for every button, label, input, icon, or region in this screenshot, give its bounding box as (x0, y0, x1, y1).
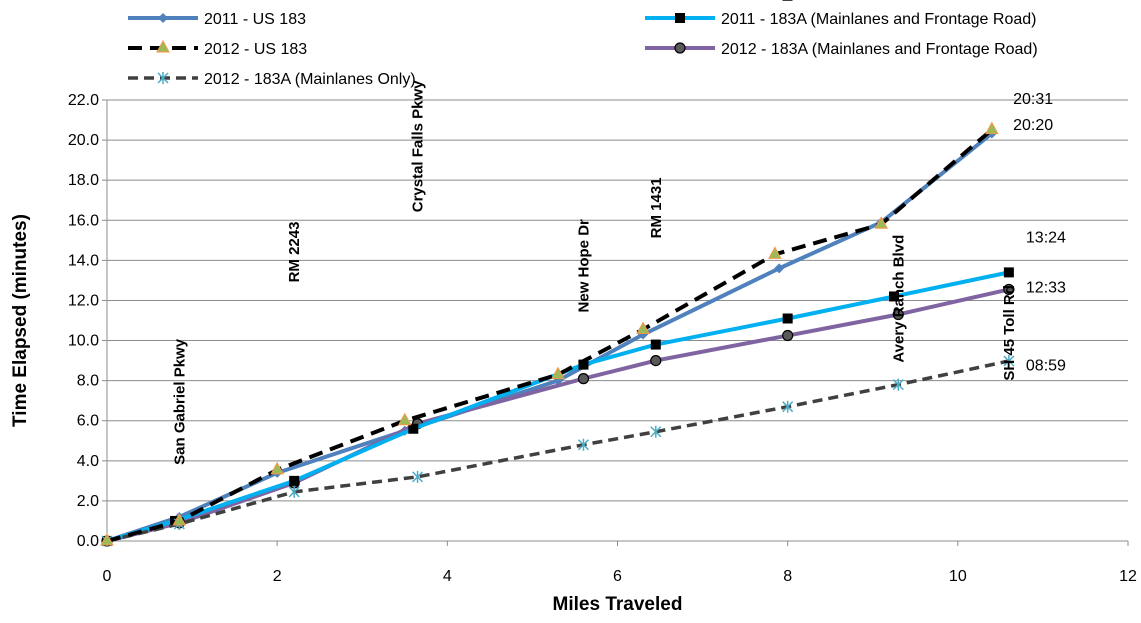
x-axis-title: Miles Traveled (553, 594, 683, 615)
data-point (774, 263, 785, 274)
series-line (106, 128, 994, 543)
y-tick-label: 0.0 (77, 533, 99, 550)
y-tick-label: 16.0 (68, 212, 99, 229)
y-tick-label: 12.0 (68, 292, 99, 309)
data-point (892, 378, 904, 391)
end-time-label: 20:31 (1013, 91, 1053, 108)
data-point (577, 438, 589, 451)
legend-swatch-marker (157, 72, 169, 84)
legend-swatch-marker (156, 39, 170, 53)
grid-lines (102, 99, 1128, 542)
series-line (106, 131, 994, 543)
data-point (636, 321, 650, 335)
series-group (100, 121, 1015, 547)
data-point (397, 412, 412, 426)
data-point (892, 308, 904, 321)
axes (106, 100, 1129, 546)
y-tick-label: 8.0 (77, 373, 99, 390)
legend-swatch-marker (158, 13, 168, 23)
y-tick-label: 10.0 (68, 333, 99, 350)
data-point (889, 291, 900, 302)
series-line (106, 287, 1010, 543)
data-point (412, 470, 424, 483)
legend-label: 2011 - 183A (Mainlanes and Frontage Road… (721, 11, 1036, 28)
data-point (270, 461, 285, 475)
legend-item: 2011 - US 183 (128, 11, 306, 28)
data-point (1003, 267, 1014, 278)
data-point (577, 373, 590, 385)
data-point (578, 359, 589, 370)
x-tick-labels: 0 2 4 6 8 10 12 (103, 568, 1137, 585)
end-time-label: 12:33 (1026, 279, 1066, 296)
data-point (551, 366, 565, 380)
location-label: San Gabriel Pkwy (171, 338, 188, 465)
x-tick-label: 10 (949, 568, 967, 585)
x-tick-label: 4 (443, 568, 452, 585)
location-labels: San Gabriel Pkwy RM 2243 Crystal Falls Pkw… (171, 0, 1018, 465)
data-point (650, 425, 662, 438)
y-axis-title: Time Elapsed (minutes) (10, 214, 31, 427)
y-tick-label: 22.0 (68, 92, 99, 109)
data-point (289, 475, 300, 486)
y-tick-label: 2.0 (77, 493, 99, 510)
legend-label: 2012 - 183A (Mainlanes and Frontage Road… (721, 41, 1038, 58)
data-point (408, 423, 419, 434)
legend-label: 2012 - 183A (Mainlanes Only) (204, 71, 416, 88)
series-0 (102, 128, 997, 546)
data-point (985, 121, 999, 135)
data-point (100, 532, 114, 546)
legend-label: 2012 - US 183 (204, 41, 307, 58)
legend-item: 2012 - 183A (Mainlanes Only) (128, 71, 416, 88)
location-label: RM 2243 (286, 222, 303, 283)
end-time-labels: 20:31 20:20 13:24 12:33 08:59 (1013, 91, 1066, 375)
data-point (288, 485, 300, 498)
x-tick-label: 8 (783, 568, 792, 585)
y-tick-label: 20.0 (68, 132, 99, 149)
location-label: New Hope Dr (575, 219, 592, 313)
location-label: SH 45 Toll Rd (1001, 285, 1018, 381)
end-time-label: 20:20 (1013, 117, 1053, 134)
location-label: Crystal Falls Pkwy (410, 80, 427, 212)
data-point (782, 329, 794, 342)
data-point (768, 246, 782, 259)
data-point (782, 313, 793, 324)
legend-swatch-marker (674, 42, 686, 54)
x-tick-label: 0 (103, 568, 112, 585)
data-point (650, 354, 662, 367)
legend-item: 2012 - 183A (Mainlanes and Frontage Road… (645, 41, 1038, 58)
series-2 (100, 121, 999, 546)
y-tick-label: 6.0 (77, 413, 99, 430)
data-point (874, 216, 889, 229)
data-point (782, 400, 794, 413)
end-time-label: 08:59 (1026, 358, 1066, 375)
y-tick-label: 4.0 (77, 453, 99, 470)
legend-item: 2012 - US 183 (128, 39, 307, 58)
end-time-label: 13:24 (1026, 229, 1066, 246)
data-point (1003, 283, 1015, 296)
data-point (1003, 354, 1015, 367)
legend-item: 2011 - 183A (Mainlanes and Frontage Road… (645, 11, 1036, 28)
y-tick-label: 18.0 (68, 172, 99, 189)
location-label: Avery Ranch Blvd (890, 235, 907, 363)
location-label: RM 1431 (648, 177, 665, 238)
x-tick-label: 2 (273, 568, 282, 585)
y-tick-labels: 0.0 2.0 4.0 6.0 8.0 10.0 12.0 14.0 16.0 18.0 20.0 2… (68, 92, 99, 550)
data-point (650, 339, 661, 350)
location-label: Brushy Creek Rd (780, 0, 797, 2)
legend-swatch-marker (675, 13, 685, 23)
legend-label: 2011 - US 183 (204, 11, 306, 28)
y-tick-label: 14.0 (68, 252, 99, 269)
legend: 2011 - US 183 2011 - 183A (Mainlanes and … (128, 11, 1038, 88)
x-tick-label: 12 (1119, 568, 1137, 585)
data-point (172, 512, 187, 526)
x-tick-label: 6 (613, 568, 622, 585)
series-line (106, 359, 1010, 543)
